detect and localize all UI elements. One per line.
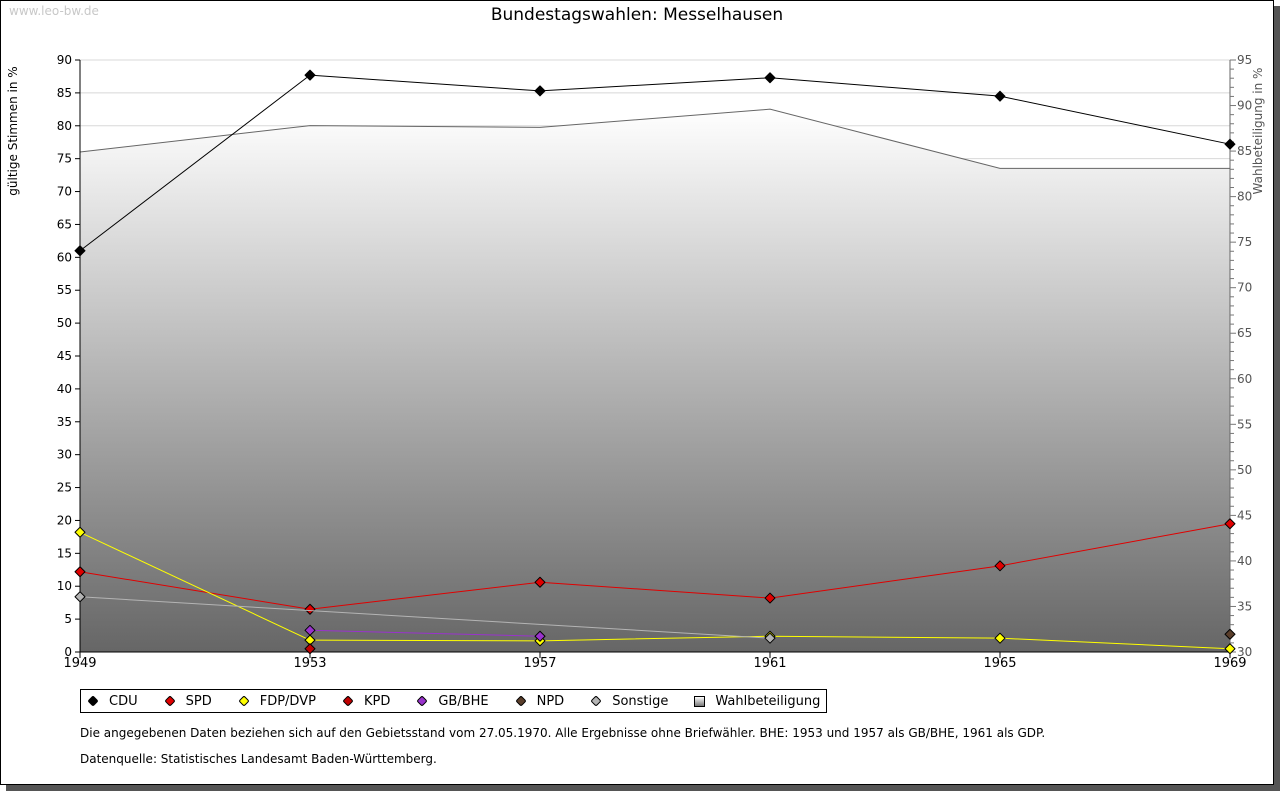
y-tick-label: 45	[57, 349, 72, 363]
y-tick-label: 75	[57, 152, 72, 166]
y2-tick-label: 90	[1237, 99, 1252, 113]
y-tick-label: 70	[57, 185, 72, 199]
point-spd	[304, 603, 316, 615]
y2-axis-label: Wahlbeteiligung in %	[1251, 68, 1265, 195]
legend-label: SPD	[185, 693, 212, 709]
legend-label: Wahlbeteiligung	[715, 693, 821, 709]
point-npd	[1224, 628, 1236, 640]
area-wahlbeteiligung	[80, 109, 1230, 653]
y2-tick-label: 80	[1237, 190, 1252, 204]
x-tick-label: 1949	[63, 656, 96, 671]
legend-marker-icon	[416, 695, 428, 707]
y-tick-label: 65	[57, 217, 72, 231]
x-tick-label: 1953	[293, 656, 326, 671]
point-cdu	[1224, 138, 1236, 150]
y-tick-label: 50	[57, 316, 72, 330]
y2-tick-label: 40	[1237, 554, 1252, 568]
point-cdu	[534, 85, 546, 97]
line-fdp-dvp	[79, 531, 1231, 650]
y-tick-label: 15	[57, 546, 72, 560]
point-gb-bhe	[534, 630, 546, 642]
y-tick-label: 35	[57, 415, 72, 429]
line-spd	[79, 523, 1231, 610]
point-spd	[764, 592, 776, 604]
point-fdp-dvp	[1224, 643, 1236, 655]
legend-item-kpd: KPD	[340, 694, 390, 709]
point-fdp-dvp	[994, 632, 1006, 644]
legend-item-cdu: CDU	[85, 694, 138, 709]
point-cdu	[74, 245, 86, 257]
watermark: www.leo-bw.de	[9, 4, 99, 18]
line-wahlbeteiligung	[79, 108, 1230, 169]
legend-item-wahlbeteiligung: Wahlbeteiligung	[692, 694, 820, 709]
legend-item-fdp-dvp: FDP/DVP	[236, 694, 316, 709]
y-tick-label: 90	[57, 53, 72, 67]
y-tick-label: 40	[57, 382, 72, 396]
legend-item-gb-bhe: GB/BHE	[414, 693, 489, 709]
point-cdu	[304, 69, 316, 81]
legend-marker-icon	[342, 695, 354, 707]
point-sonstige	[764, 632, 776, 644]
point-spd	[74, 566, 86, 578]
point-spd	[994, 560, 1006, 572]
legend-item-sonstige: Sonstige	[588, 694, 668, 709]
legend-label: NPD	[536, 693, 565, 709]
line-gb-bhe	[309, 629, 541, 637]
legend-label: FDP/DVP	[259, 693, 316, 709]
point-sonstige	[74, 591, 86, 603]
legend-label: KPD	[363, 693, 391, 709]
y2-tick-label: 95	[1237, 53, 1252, 67]
y2-tick-label: 35	[1237, 599, 1252, 613]
point-cdu	[994, 90, 1006, 102]
legend-box-icon	[694, 695, 706, 707]
legend: CDU SPD FDP/DVP KPD GB/BHE NPD Sonstige Wahlbet…	[80, 689, 828, 713]
y-tick-label: 80	[57, 119, 72, 133]
y-tick-label: 60	[57, 250, 72, 264]
y2-tick-label: 30	[1237, 645, 1252, 659]
data-source: Datenquelle: Statistisches Landesamt Bad…	[80, 752, 437, 766]
y2-tick-label: 50	[1237, 463, 1252, 477]
legend-marker-icon	[238, 695, 250, 707]
x-tick-label: 1969	[1213, 656, 1246, 671]
chart-title: Bundestagswahlen: Messelhausen	[491, 5, 783, 25]
y-tick-label: 25	[57, 481, 72, 495]
point-cdu	[764, 72, 776, 84]
legend-marker-icon	[87, 695, 99, 707]
y-tick-label: 55	[57, 283, 72, 297]
line-cdu	[79, 74, 1231, 252]
point-kpd	[304, 643, 316, 655]
legend-label: GB/BHE	[438, 693, 489, 709]
y-tick-label: 10	[57, 579, 72, 593]
y-tick-label: 5	[64, 612, 72, 626]
point-spd	[1224, 518, 1236, 530]
legend-marker-icon	[514, 695, 527, 707]
legend-label: Sonstige	[612, 693, 669, 709]
y-tick-label: 20	[57, 513, 72, 527]
point-gb-bhe	[304, 624, 316, 636]
y-tick-label: 85	[57, 86, 72, 100]
legend-label: CDU	[109, 693, 138, 709]
y2-tick-label: 60	[1237, 372, 1252, 386]
y2-tick-label: 85	[1237, 144, 1252, 158]
legend-marker-icon	[590, 695, 602, 707]
y2-tick-label: 75	[1237, 235, 1252, 249]
point-spd	[534, 576, 546, 588]
footnote: Die angegebenen Daten beziehen sich auf …	[80, 726, 1046, 740]
x-tick-label: 1961	[753, 656, 786, 671]
y2-tick-label: 70	[1237, 281, 1252, 295]
y-axis-label: gültige Stimmen in %	[6, 66, 20, 195]
y2-tick-label: 45	[1237, 508, 1252, 522]
x-tick-label: 1957	[523, 656, 556, 671]
y-tick-label: 30	[57, 448, 72, 462]
point-fdp-dvp	[74, 526, 86, 538]
y-tick-label: 0	[64, 645, 72, 659]
y2-tick-label: 65	[1237, 326, 1252, 340]
line-sonstige	[79, 596, 771, 639]
legend-item-spd: SPD	[162, 694, 212, 709]
legend-marker-icon	[163, 695, 176, 707]
legend-item-npd: NPD	[513, 693, 565, 709]
x-tick-label: 1965	[983, 656, 1016, 671]
y2-tick-label: 55	[1237, 417, 1252, 431]
